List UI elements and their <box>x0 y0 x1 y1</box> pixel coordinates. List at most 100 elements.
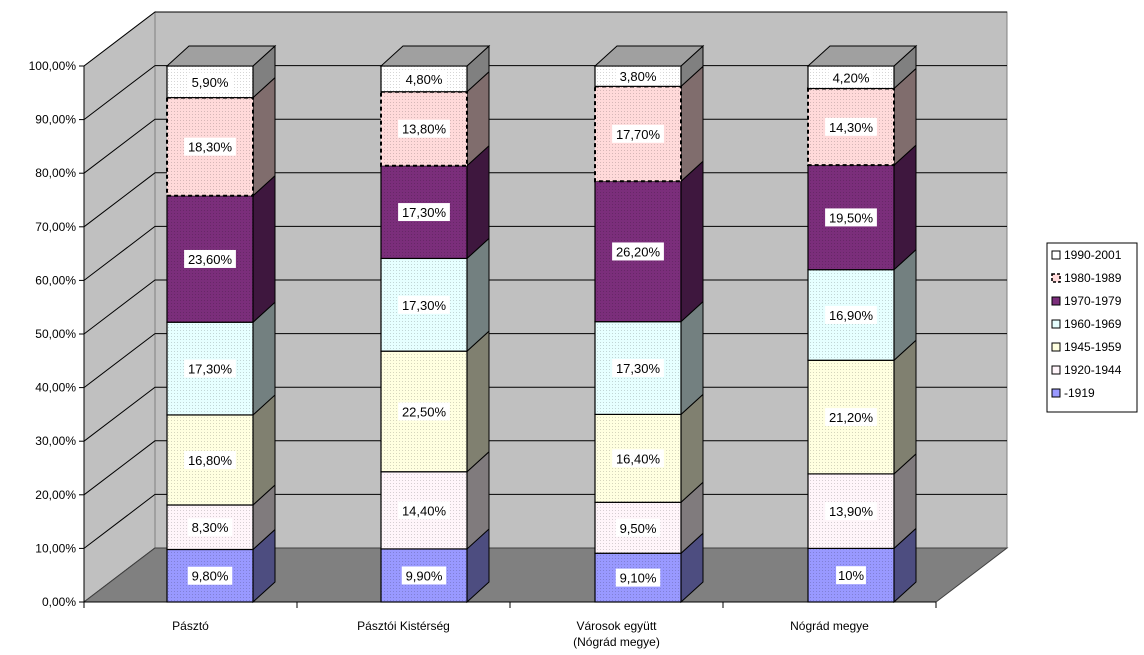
data-label-bg <box>398 501 450 520</box>
legend-swatch <box>1051 365 1061 375</box>
data-label-bg <box>398 402 450 421</box>
data-label-value: 9,50% <box>620 521 657 536</box>
data-label-bg <box>828 68 874 87</box>
data-label: 9,90% <box>401 566 447 585</box>
y-tick-label: 90,00% <box>35 113 76 127</box>
data-label-bg <box>401 69 447 88</box>
bar-segment <box>807 144 917 271</box>
data-label: 19,50% <box>825 208 877 227</box>
data-label-bg <box>615 568 661 587</box>
bar-segment <box>594 393 704 504</box>
y-tick-label: 100,00% <box>29 59 77 73</box>
data-label-value: 17,30% <box>616 361 661 376</box>
bar-side-face <box>893 339 917 476</box>
data-label-value: 19,50% <box>829 210 874 225</box>
data-label-bg <box>825 117 877 136</box>
x-category-label: Városok együtt <box>576 619 657 633</box>
data-label-value: 16,80% <box>188 453 233 468</box>
bar-side-face <box>466 330 490 473</box>
data-label-value: 17,70% <box>616 127 661 142</box>
bar-segment <box>166 76 276 197</box>
data-label-bg <box>398 203 450 222</box>
bar-segment <box>165 44 277 99</box>
data-label: 14,30% <box>825 117 877 136</box>
data-label-bg <box>612 242 664 261</box>
data-label: 5,90% <box>187 72 233 91</box>
gridline <box>83 65 1007 120</box>
legend-swatch <box>1051 342 1061 352</box>
gridline <box>83 386 1007 442</box>
gridline <box>83 11 1007 67</box>
data-label-bg <box>184 249 236 268</box>
y-tick-label: 20,00% <box>35 488 76 502</box>
legend-swatch <box>1051 296 1061 306</box>
legend-item: 1920-1944 <box>1051 363 1122 377</box>
data-label-value: 16,40% <box>616 451 661 466</box>
data-label: 21,20% <box>825 408 877 427</box>
legend-item: 1980-1989 <box>1051 271 1122 285</box>
data-label-value: 8,30% <box>192 520 229 535</box>
data-label-bg <box>825 502 877 521</box>
legend-swatch <box>1051 388 1061 398</box>
legend-label: 1945-1959 <box>1064 340 1122 354</box>
data-label: 9,50% <box>615 518 661 537</box>
legend-item: 1970-1979 <box>1051 294 1122 308</box>
bar-segment <box>380 330 490 473</box>
data-label-bg <box>825 305 877 324</box>
y-tick-label: 0,00% <box>42 595 76 609</box>
data-label: 17,30% <box>612 359 664 378</box>
bar-segment <box>594 481 704 555</box>
y-tick-label: 80,00% <box>35 166 76 180</box>
data-label-bg <box>187 518 233 537</box>
bar-segment <box>807 67 917 167</box>
gridline <box>83 118 1007 174</box>
data-label: 26,20% <box>612 242 664 261</box>
data-label-bg <box>612 124 664 143</box>
data-label-value: 13,90% <box>829 504 874 519</box>
data-label-value: 4,80% <box>406 72 443 87</box>
bar-segment <box>594 532 704 604</box>
data-label-value: 22,50% <box>402 404 447 419</box>
gridline <box>83 279 1007 335</box>
data-label-bg <box>184 137 236 156</box>
data-label-bg <box>825 208 877 227</box>
data-label-value: 26,20% <box>616 244 661 259</box>
legend-item: 1960-1969 <box>1051 317 1122 331</box>
y-tick-label: 70,00% <box>35 220 76 234</box>
y-tick-label: 50,00% <box>35 327 76 341</box>
data-label: 17,70% <box>612 124 664 143</box>
bar-top-face <box>806 45 918 67</box>
bar-top-face <box>593 45 705 67</box>
legend-label: 1970-1979 <box>1064 294 1122 308</box>
data-label-value: 17,30% <box>188 362 233 377</box>
data-label-value: 9,10% <box>620 571 657 586</box>
data-label: 9,80% <box>187 566 233 585</box>
gridline <box>83 440 1007 496</box>
data-label: 16,40% <box>612 449 664 468</box>
data-label-bg <box>612 449 664 468</box>
data-label-value: 21,20% <box>829 410 874 425</box>
data-label-value: 4,20% <box>833 70 870 85</box>
bar-segment <box>380 450 490 551</box>
data-label: 13,90% <box>825 502 877 521</box>
y-tick-label: 40,00% <box>35 381 76 395</box>
legend-swatch <box>1051 319 1061 329</box>
data-label: 17,30% <box>398 295 450 314</box>
data-label: 9,10% <box>615 568 661 587</box>
data-label-bg <box>836 566 866 585</box>
data-label: 23,60% <box>184 249 236 268</box>
data-label-value: 16,90% <box>829 308 874 323</box>
data-label: 18,30% <box>184 137 236 156</box>
data-label-value: 9,80% <box>192 569 229 584</box>
bar-segment <box>594 160 704 323</box>
bar-top-face <box>379 45 491 67</box>
x-category-label: Pásztó <box>172 619 209 633</box>
legend-swatch <box>1051 273 1061 283</box>
gridline <box>83 493 1007 549</box>
bar-side-face <box>893 144 917 271</box>
legend-item: 1945-1959 <box>1051 340 1122 354</box>
data-label-value: 23,60% <box>188 252 233 267</box>
legend-label: 1920-1944 <box>1064 363 1122 377</box>
bar-segment <box>807 527 917 604</box>
